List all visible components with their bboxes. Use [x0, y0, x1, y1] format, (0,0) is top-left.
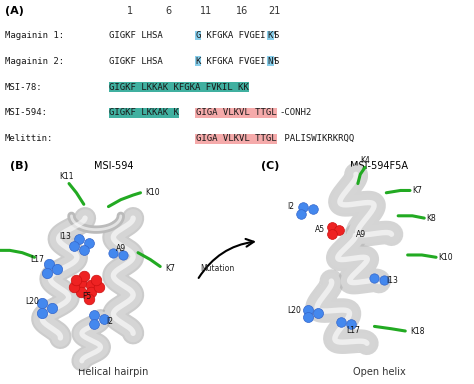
Text: 21: 21	[268, 7, 280, 17]
Point	[85, 296, 92, 302]
Text: K10: K10	[438, 253, 453, 262]
Point	[80, 273, 88, 279]
Text: F5: F5	[82, 292, 91, 301]
Point	[38, 310, 46, 316]
Point	[337, 319, 345, 325]
Point	[73, 277, 80, 283]
Text: Melittin:: Melittin:	[5, 134, 53, 143]
Point	[328, 224, 336, 230]
Text: KFGKA FVGEI M: KFGKA FVGEI M	[201, 57, 276, 66]
Point	[70, 284, 78, 290]
Point	[300, 204, 307, 210]
Text: K4: K4	[360, 156, 370, 165]
Text: 11: 11	[200, 7, 212, 17]
Point	[38, 300, 46, 306]
Text: (B): (B)	[10, 161, 28, 170]
Text: 6: 6	[165, 7, 171, 17]
Text: GIGKF LHSA: GIGKF LHSA	[109, 57, 163, 66]
Text: N: N	[268, 57, 273, 66]
Text: GIGA VLKVL TTGL: GIGA VLKVL TTGL	[196, 134, 276, 143]
Point	[90, 312, 98, 318]
Point	[90, 321, 98, 327]
Point	[78, 280, 85, 286]
Point	[46, 261, 53, 267]
Point	[335, 227, 343, 233]
Text: KFGKA FVGEI M: KFGKA FVGEI M	[201, 31, 276, 40]
Point	[87, 289, 95, 295]
Point	[304, 314, 312, 320]
Point	[95, 284, 102, 290]
Text: I13: I13	[386, 276, 398, 285]
Point	[70, 243, 78, 249]
Text: Magainin 1:: Magainin 1:	[5, 31, 64, 40]
Text: GIGKF LKKAK K: GIGKF LKKAK K	[109, 108, 179, 118]
Point	[309, 206, 317, 212]
Point	[87, 282, 95, 288]
Text: A5: A5	[315, 225, 325, 234]
Point	[80, 247, 88, 253]
Text: K: K	[195, 57, 201, 66]
Text: S: S	[273, 31, 278, 40]
Text: G: G	[195, 31, 201, 40]
Text: A9: A9	[116, 243, 126, 253]
Text: K18: K18	[410, 326, 425, 336]
Text: L17: L17	[346, 326, 360, 335]
Text: MSI-594: MSI-594	[94, 161, 133, 170]
Text: K7: K7	[412, 186, 422, 195]
Text: K: K	[268, 31, 273, 40]
Text: PALISWIKRKRQQ: PALISWIKRKRQQ	[279, 134, 355, 143]
Text: 1: 1	[128, 7, 133, 17]
Point	[119, 252, 127, 258]
Text: MSI-594F5A: MSI-594F5A	[350, 161, 408, 170]
Text: GIGA VLKVL TTGL: GIGA VLKVL TTGL	[196, 108, 276, 118]
Text: L20: L20	[287, 306, 301, 315]
Text: K7: K7	[165, 264, 175, 273]
Point	[304, 307, 312, 313]
Text: I2: I2	[106, 317, 113, 326]
Point	[109, 250, 117, 256]
Text: GIGKF LKKAK KFGKA FVKIL KK: GIGKF LKKAK KFGKA FVKIL KK	[109, 83, 249, 92]
Text: MSI-594:: MSI-594:	[5, 108, 48, 118]
Text: L17: L17	[30, 255, 45, 264]
Text: K11: K11	[59, 172, 74, 181]
Point	[314, 310, 321, 316]
Text: K8: K8	[427, 214, 437, 223]
Point	[380, 277, 388, 283]
Point	[92, 277, 100, 283]
Text: MSI-78:: MSI-78:	[5, 83, 42, 92]
Text: L20: L20	[26, 296, 39, 306]
Text: Helical hairpin: Helical hairpin	[78, 367, 148, 377]
Point	[347, 321, 355, 327]
Point	[78, 289, 85, 295]
Text: K10: K10	[146, 188, 160, 197]
Point	[297, 210, 305, 217]
Text: I13: I13	[60, 232, 72, 241]
Text: GIGKF LHSA: GIGKF LHSA	[109, 31, 163, 40]
Text: Mutation: Mutation	[200, 264, 234, 273]
Point	[75, 236, 82, 242]
Point	[53, 266, 61, 272]
Text: (C): (C)	[261, 161, 279, 170]
Text: A9: A9	[356, 230, 365, 239]
Point	[100, 316, 107, 323]
Text: S: S	[273, 57, 278, 66]
Text: Magainin 2:: Magainin 2:	[5, 57, 64, 66]
Text: I2: I2	[287, 202, 294, 211]
Text: 16: 16	[236, 7, 248, 17]
Text: (A): (A)	[5, 7, 24, 17]
Text: Open helix: Open helix	[353, 367, 406, 377]
Point	[328, 231, 336, 237]
Point	[48, 305, 55, 311]
Point	[85, 240, 92, 247]
Point	[371, 275, 378, 281]
Point	[43, 270, 51, 276]
Text: -CONH2: -CONH2	[279, 108, 311, 118]
